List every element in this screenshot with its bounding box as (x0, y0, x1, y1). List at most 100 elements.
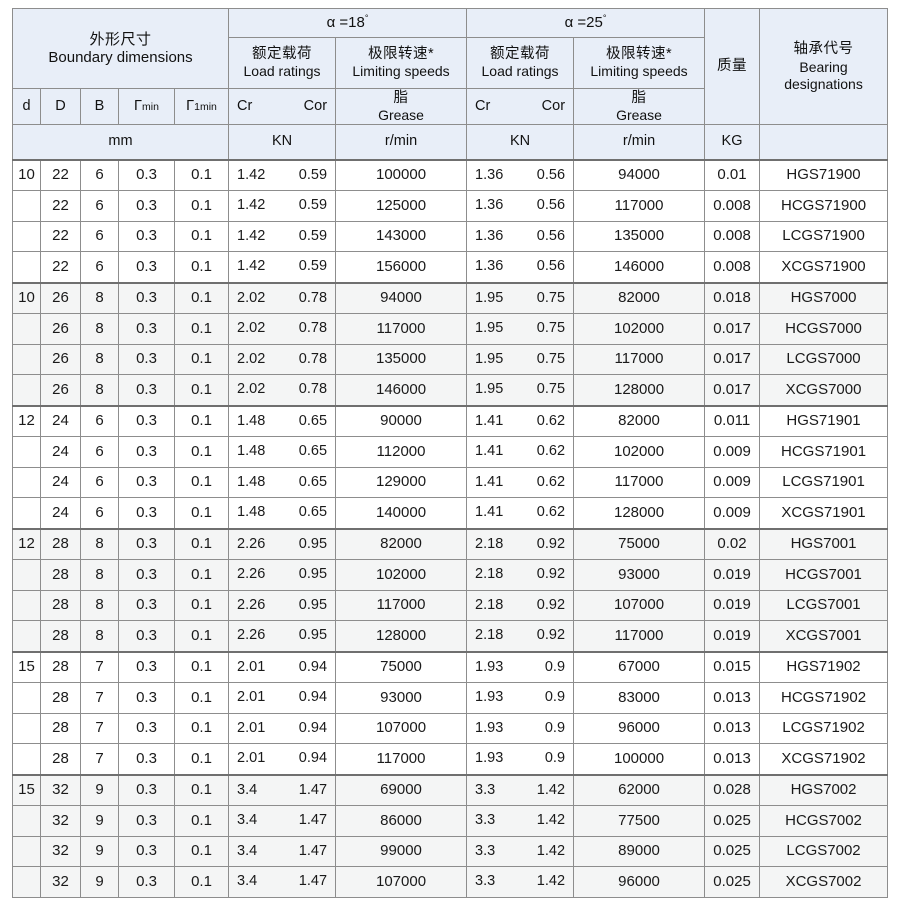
cell-B: 9 (80, 805, 119, 837)
cell-mass: 0.025 (704, 835, 761, 867)
cell-B: 8 (80, 620, 119, 652)
table-row[interactable]: 10 22 6 0.3 0.1 1.42 0.59 100000 1.36 0.56 94000 0.… (12, 158, 889, 191)
cell-bearing-designation: HCGS7002 (759, 805, 889, 837)
cell-D: 22 (40, 220, 81, 252)
cell-cr-18: 2.02 0.78 (228, 343, 337, 375)
cell-cor-18-value: 0.65 (298, 473, 328, 490)
cell-limiting-speed-25: 135000 (573, 220, 706, 252)
cell-d (12, 374, 41, 406)
table-row[interactable]: 22 6 0.3 0.1 1.42 0.59 143000 1.36 0.56 135000 0.0… (12, 220, 889, 252)
cell-cor-25-value: 0.92 (536, 596, 566, 613)
cell-cr-18: 1.48 0.65 (228, 436, 337, 468)
cell-B: 7 (80, 712, 119, 744)
cell-cr-18: 2.01 0.94 (228, 743, 337, 775)
table-row[interactable]: 26 8 0.3 0.1 2.02 0.78 117000 1.95 0.75 102000 0.0… (12, 313, 889, 345)
header-load-ratings-25-en: Load ratings (481, 63, 559, 80)
table-row[interactable]: 28 7 0.3 0.1 2.01 0.94 93000 1.93 0.9 83000 0.013 H… (12, 682, 889, 714)
header-unit-kn-18: KN (228, 124, 337, 161)
cell-cr-25-value: 1.41 (475, 412, 504, 429)
cell-limiting-speed-18: 140000 (335, 497, 468, 529)
cell-cr-25: 1.36 0.56 (466, 220, 575, 252)
header-symbol-rmin: Γmin (118, 88, 175, 125)
header-load-ratings-18: 额定载荷 Load ratings (228, 37, 337, 89)
cell-D: 26 (40, 281, 81, 314)
cell-D: 22 (40, 251, 81, 283)
cell-limiting-speed-25: 117000 (573, 466, 706, 498)
table-row[interactable]: 22 6 0.3 0.1 1.42 0.59 125000 1.36 0.56 117000 0.0… (12, 190, 889, 222)
table-row[interactable]: 26 8 0.3 0.1 2.02 0.78 135000 1.95 0.75 117000 0.0… (12, 343, 889, 375)
cell-cor-25-value: 0.75 (536, 381, 566, 398)
table-row[interactable]: 15 28 7 0.3 0.1 2.01 0.94 75000 1.93 0.9 67000 0.01… (12, 650, 889, 683)
cell-B: 6 (80, 466, 119, 498)
cell-cr-18-value: 1.48 (237, 443, 266, 460)
cell-bearing-designation: HCGS7000 (759, 313, 889, 345)
cell-r1min: 0.1 (173, 835, 230, 867)
header-unit-mm: mm (11, 124, 230, 161)
table-row[interactable]: 32 9 0.3 0.1 3.4 1.47 107000 3.3 1.42 96000 0.025 X… (12, 866, 889, 898)
table-row[interactable]: 32 9 0.3 0.1 3.4 1.47 86000 3.3 1.42 77500 0.025 HC… (12, 805, 889, 837)
cell-cr-25: 2.18 0.92 (466, 559, 575, 591)
cell-rmin: 0.3 (118, 835, 175, 867)
cell-bearing-designation: XCGS7000 (759, 374, 889, 406)
header-designation-en2: designations (784, 75, 863, 92)
cell-bearing-designation: LCGS7000 (759, 343, 889, 375)
table-row[interactable]: 32 9 0.3 0.1 3.4 1.47 99000 3.3 1.42 89000 0.025 LC… (12, 835, 889, 867)
cell-D: 28 (40, 589, 81, 621)
cell-B: 8 (80, 343, 119, 375)
table-row[interactable]: 24 6 0.3 0.1 1.48 0.65 112000 1.41 0.62 102000 0.0… (12, 436, 889, 468)
cell-cr-25-value: 3.3 (475, 842, 496, 859)
cell-cor-25-value: 0.62 (536, 473, 566, 490)
table-row[interactable]: 12 24 6 0.3 0.1 1.48 0.65 90000 1.41 0.62 82000 0.0… (12, 404, 889, 437)
table-row[interactable]: 28 8 0.3 0.1 2.26 0.95 128000 2.18 0.92 117000 0.0… (12, 620, 889, 652)
cell-r1min: 0.1 (173, 436, 230, 468)
cell-cr-18: 2.26 0.95 (228, 589, 337, 621)
table-row[interactable]: 12 28 8 0.3 0.1 2.26 0.95 82000 2.18 0.92 75000 0.0… (12, 527, 889, 560)
cell-mass: 0.01 (704, 158, 761, 191)
cell-limiting-speed-18: 86000 (335, 805, 468, 837)
cell-d (12, 497, 41, 529)
table-row[interactable]: 28 7 0.3 0.1 2.01 0.94 107000 1.93 0.9 96000 0.013… (12, 712, 889, 744)
cell-cor-18-value: 0.94 (298, 658, 328, 675)
table-row[interactable]: 28 7 0.3 0.1 2.01 0.94 117000 1.93 0.9 100000 0.01… (12, 743, 889, 775)
header-symbol-rmin-glyph: Γ (134, 97, 143, 114)
table-row[interactable]: 28 8 0.3 0.1 2.26 0.95 117000 2.18 0.92 107000 0.0… (12, 589, 889, 621)
cell-cr-18: 2.02 0.78 (228, 281, 337, 314)
cell-cr-18-value: 1.42 (237, 258, 266, 275)
cell-limiting-speed-18: 129000 (335, 466, 468, 498)
table-row[interactable]: 24 6 0.3 0.1 1.48 0.65 129000 1.41 0.62 117000 0.0… (12, 466, 889, 498)
cell-d (12, 835, 41, 867)
cell-mass: 0.009 (704, 497, 761, 529)
cell-limiting-speed-25: 83000 (573, 682, 706, 714)
cell-cr-25: 2.18 0.92 (466, 589, 575, 621)
table-row[interactable]: 22 6 0.3 0.1 1.42 0.59 156000 1.36 0.56 146000 0.0… (12, 251, 889, 283)
cell-r1min: 0.1 (173, 404, 230, 437)
cell-d (12, 559, 41, 591)
table-row[interactable]: 26 8 0.3 0.1 2.02 0.78 146000 1.95 0.75 128000 0.0… (12, 374, 889, 406)
cell-B: 8 (80, 589, 119, 621)
cell-rmin: 0.3 (118, 281, 175, 314)
cell-cor-25-value: 0.75 (536, 320, 566, 337)
cell-B: 8 (80, 374, 119, 406)
cell-cor-18-value: 0.65 (298, 412, 328, 429)
cell-cr-18: 2.26 0.95 (228, 620, 337, 652)
table-row[interactable]: 24 6 0.3 0.1 1.48 0.65 140000 1.41 0.62 128000 0.0… (12, 497, 889, 529)
cell-cr-18-value: 1.42 (237, 197, 266, 214)
table-row[interactable]: 28 8 0.3 0.1 2.26 0.95 102000 2.18 0.92 93000 0.01… (12, 559, 889, 591)
cell-limiting-speed-18: 69000 (335, 773, 468, 806)
header-load-ratings-25: 额定载荷 Load ratings (466, 37, 575, 89)
cell-r1min: 0.1 (173, 620, 230, 652)
cell-bearing-designation: HCGS71900 (759, 190, 889, 222)
table-row[interactable]: 10 26 8 0.3 0.1 2.02 0.78 94000 1.95 0.75 82000 0.0… (12, 281, 889, 314)
cell-cr-25: 2.18 0.92 (466, 620, 575, 652)
cell-D: 24 (40, 466, 81, 498)
cell-cor-18-value: 0.94 (298, 689, 328, 706)
cell-d (12, 343, 41, 375)
cell-mass: 0.025 (704, 866, 761, 898)
cell-limiting-speed-25: 93000 (573, 559, 706, 591)
header-alpha-25: α =25° (466, 8, 706, 38)
table-row[interactable]: 15 32 9 0.3 0.1 3.4 1.47 69000 3.3 1.42 62000 0.028… (12, 773, 889, 806)
cell-limiting-speed-25: 62000 (573, 773, 706, 806)
cell-B: 8 (80, 527, 119, 560)
cell-cor-18-value: 1.47 (298, 812, 328, 829)
cell-D: 32 (40, 835, 81, 867)
